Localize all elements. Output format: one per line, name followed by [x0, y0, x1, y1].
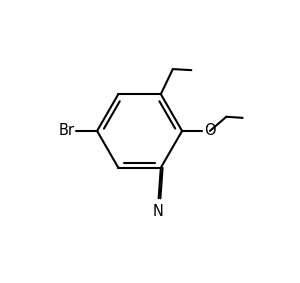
Text: N: N — [153, 204, 164, 219]
Text: Br: Br — [58, 123, 75, 138]
Text: O: O — [204, 123, 216, 138]
